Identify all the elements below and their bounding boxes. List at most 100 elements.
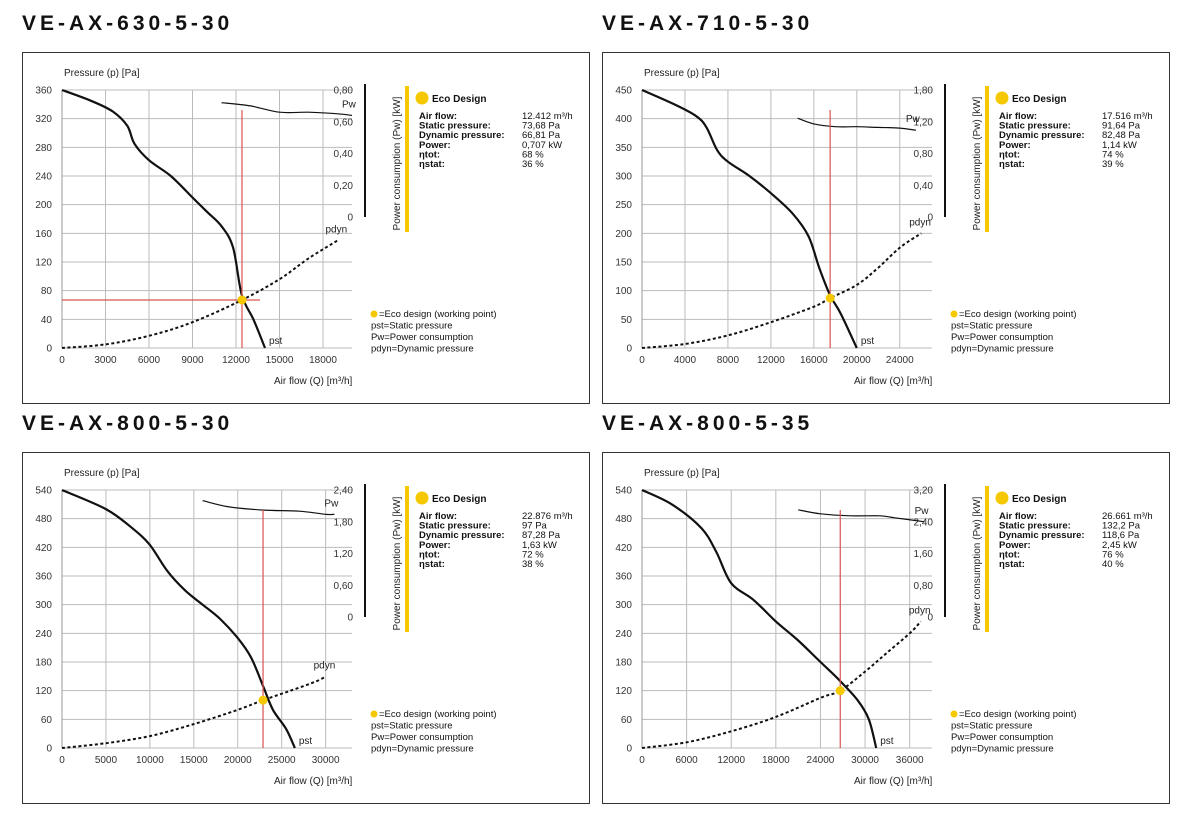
pst-curve-label: pst	[861, 336, 875, 347]
chart-panel-1: VE-AX-630-5-30 Pressure (p) [Pa] 0 3000 600…	[22, 12, 612, 417]
legend-item: Pw=Power consumption	[371, 332, 473, 343]
legend-item: pdyn=Dynamic pressure	[951, 344, 1054, 355]
x-tick-label: 36000	[896, 755, 924, 766]
y-tick-label: 160	[35, 229, 52, 240]
chart-svg: Pressure (p) [Pa]0 3000 6000 9000 12000 15000…	[35, 68, 573, 387]
chart-svg: Pressure (p) [Pa] 0 5000 10000 15000 20000 250…	[35, 468, 572, 787]
info-label: Dynamic pressure:	[419, 530, 505, 541]
pw-curve-label: Pw	[906, 114, 921, 125]
x-axis-label: Air flow (Q) [m³/h]	[854, 776, 933, 787]
legend-working-point-icon	[950, 710, 958, 718]
y-axis-label: Pressure (p) [Pa]	[64, 468, 140, 479]
x-tick-label: 18000	[762, 755, 790, 766]
info-label: Static pressure:	[419, 121, 491, 132]
y-tick-label: 100	[615, 286, 632, 297]
info-value: 12.412 m³/h	[522, 111, 573, 122]
y-tick-label: 360	[35, 572, 52, 583]
pw-axis-label: Power consumption (Pw) [kW]	[972, 496, 983, 630]
chart-frame	[22, 52, 590, 404]
legend-working-point-icon	[370, 710, 378, 718]
info-value: 39 %	[1102, 159, 1124, 170]
info-value: 17.516 m³/h	[1102, 111, 1153, 122]
y-tick-label: 360	[615, 572, 632, 583]
pst-curve	[641, 489, 878, 749]
chart-title: VE-AX-800-5-30	[22, 412, 234, 435]
chart-panel-4: VE-AX-800-5-35 Pressure (p) [Pa] 0 6000 120…	[602, 412, 1192, 817]
chart-title: VE-AX-710-5-30	[602, 12, 814, 35]
x-tick-label: 8000	[717, 355, 740, 366]
y-axis-label: Pressure (p) [Pa]	[644, 468, 720, 479]
info-value: 118,6 Pa	[1102, 530, 1140, 541]
y-tick-label: 60	[41, 715, 53, 726]
info-value: 2,45 kW	[1102, 540, 1137, 551]
x-tick-label: 15000	[266, 355, 294, 366]
pw-tick-label: 2,40	[914, 517, 934, 528]
x-axis-label: Air flow (Q) [m³/h]	[274, 776, 353, 787]
info-value: 97 Pa	[522, 521, 548, 532]
info-label: Static pressure:	[419, 521, 491, 532]
pw-tick-label: 0	[347, 613, 353, 624]
y-tick-label: 300	[35, 600, 52, 611]
pw-tick-label: 0,80	[914, 149, 934, 160]
eco-design-title: Eco Design	[1012, 94, 1066, 105]
pw-tick-label: 1,20	[334, 549, 354, 560]
info-value: 91,64 Pa	[1102, 121, 1141, 132]
x-tick-label: 10000	[136, 755, 164, 766]
y-tick-label: 450	[615, 86, 632, 97]
x-tick-label: 0	[639, 355, 645, 366]
eco-design-title: Eco Design	[1012, 494, 1066, 505]
y-tick-label: 240	[615, 629, 632, 640]
chart-svg: Pressure (p) [Pa]0 4000 8000 12000 16000 2000…	[615, 68, 1153, 387]
pw-axis-label: Power consumption (Pw) [kW]	[972, 96, 983, 230]
legend-item: pst=Static pressure	[371, 721, 453, 732]
y-tick-label: 200	[615, 229, 632, 240]
info-label: Power:	[419, 540, 451, 551]
info-label: ηtot:	[999, 549, 1020, 560]
info-value: 36 %	[522, 159, 544, 170]
info-label: Power:	[419, 140, 451, 151]
eco-design-icon	[415, 491, 429, 505]
pw-tick-label: 0,20	[334, 181, 354, 192]
pdyn-curve-label: pdyn	[314, 660, 336, 671]
pdyn-curve-label: pdyn	[326, 225, 348, 236]
x-tick-label: 20000	[843, 355, 871, 366]
x-tick-label: 30000	[851, 755, 879, 766]
pw-tick-label: 0	[927, 213, 933, 224]
y-tick-label: 480	[35, 514, 52, 525]
eco-design-title: Eco Design	[432, 94, 486, 105]
x-tick-label: 16000	[800, 355, 828, 366]
pw-tick-label: 0	[927, 613, 933, 624]
x-tick-label: 6000	[675, 755, 698, 766]
x-tick-label: 3000	[94, 355, 117, 366]
info-value: 26.661 m³/h	[1102, 511, 1153, 522]
legend-item: pdyn=Dynamic pressure	[371, 344, 474, 355]
y-tick-label: 180	[615, 658, 632, 669]
pw-curve	[221, 102, 353, 116]
y-tick-label: 40	[41, 315, 53, 326]
x-tick-label: 12000	[757, 355, 785, 366]
info-label: ηstat:	[999, 559, 1025, 570]
info-label: Power:	[999, 140, 1031, 151]
y-tick-label: 320	[35, 114, 52, 125]
pst-curve	[61, 488, 296, 749]
legend-item: pdyn=Dynamic pressure	[371, 744, 474, 755]
legend-working-point-icon	[950, 310, 958, 318]
pdyn-curve	[61, 675, 327, 749]
y-tick-label: 350	[615, 143, 632, 154]
x-tick-label: 12000	[717, 755, 745, 766]
legend-item: pst=Static pressure	[951, 721, 1033, 732]
info-label: Power:	[999, 540, 1031, 551]
working-point-marker	[835, 686, 845, 696]
y-tick-label: 150	[615, 258, 632, 269]
legend-working-point-icon	[370, 310, 378, 318]
x-tick-label: 15000	[180, 755, 208, 766]
x-tick-label: 6000	[138, 355, 161, 366]
legend-item: =Eco design (working point)	[379, 709, 497, 720]
legend-item: pdyn=Dynamic pressure	[951, 744, 1054, 755]
x-tick-label: 0	[639, 755, 645, 766]
info-value: 76 %	[1102, 549, 1124, 560]
y-tick-label: 240	[35, 172, 52, 183]
eco-design-icon	[995, 91, 1009, 105]
x-tick-label: 18000	[309, 355, 337, 366]
info-value: 74 %	[1102, 149, 1124, 160]
